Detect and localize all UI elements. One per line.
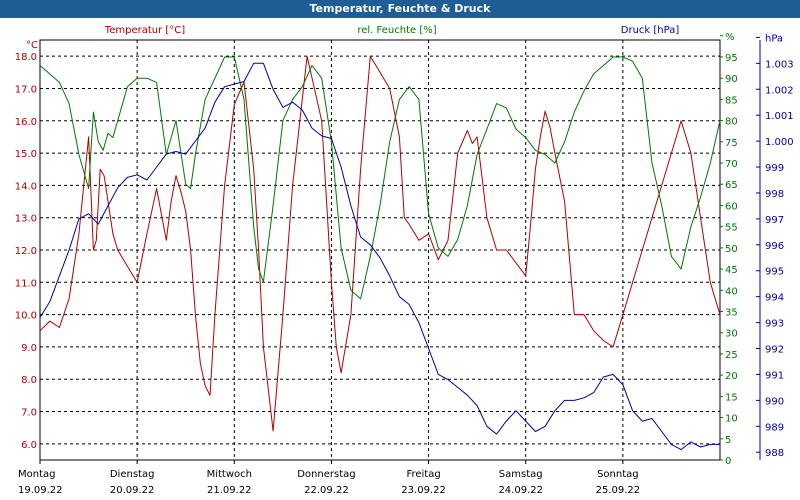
humidity-tick-label-20: % [725, 32, 735, 43]
humidity-tick-label-0: 0 [725, 456, 731, 467]
pressure-tick-label-11: 999 [765, 163, 784, 174]
humidity-tick-label-13: 65 [725, 180, 738, 191]
pressure-tick-label-8: 996 [765, 241, 784, 252]
chart-title: Temperatur, Feuchte & Druck [309, 2, 491, 15]
legend-humidity: rel. Feuchte [%] [357, 25, 436, 36]
x-label-date-5: 24.09.22 [498, 485, 543, 496]
pressure-tick-label-1: 989 [765, 422, 784, 433]
x-label-weekday-5: Samstag [499, 469, 543, 480]
left-tick-label-1: 7.0 [21, 408, 37, 419]
humidity-tick-label-7: 35 [725, 308, 738, 319]
x-label-date-0: 19.09.22 [18, 485, 63, 496]
left-axis-ticks: 6.0 7.0 8.0 9.0 10.0 11.0 12.0 13.0 14.0 15.0 16.0… [15, 52, 37, 451]
left-tick-label-8: 14.0 [15, 181, 37, 192]
pressure-tick-label-3: 991 [765, 370, 784, 381]
x-label-date-3: 22.09.22 [304, 485, 349, 496]
x-label-weekday-0: Montag [18, 469, 55, 480]
left-tick-label-11: 17.0 [15, 84, 37, 95]
pressure-tick-label-4: 992 [765, 345, 784, 356]
left-tick-label-10: 16.0 [15, 117, 37, 128]
humidity-tick-label-6: 30 [725, 329, 738, 340]
humidity-axis-ticks: 0 5 10 15 20 25 30 35 40 45 50 55 60 65 70 75 80 85 90 95% [720, 32, 738, 467]
humidity-tick-label-1: 5 [725, 435, 731, 446]
left-tick-label-6: 12.0 [15, 246, 37, 257]
left-tick-label-5: 11.0 [15, 278, 37, 289]
pressure-tick-label-7: 995 [765, 267, 784, 278]
humidity-tick-label-10: 50 [725, 244, 738, 255]
series-line-pressure [39, 62, 720, 451]
plot-border [39, 39, 721, 461]
humidity-tick-label-18: 90 [725, 74, 738, 85]
humidity-tick-label-19: 95 [725, 53, 738, 64]
plot-frame [39, 39, 761, 461]
left-tick-label-4: 10.0 [15, 311, 37, 322]
pressure-tick-label-13: 1.001 [765, 111, 794, 122]
pressure-tick-label-6: 994 [765, 293, 784, 304]
pressure-tick-label-2: 990 [765, 396, 784, 407]
x-label-date-4: 23.09.22 [401, 485, 446, 496]
pressure-tick-label-0: 988 [765, 448, 784, 459]
left-axis-unit: °C [26, 40, 38, 51]
pressure-tick-label-12: 1.000 [765, 137, 794, 148]
x-label-weekday-3: Donnerstag [297, 469, 355, 480]
data-series [39, 55, 721, 451]
series-line-humidity [39, 56, 721, 300]
left-tick-label-2: 8.0 [21, 375, 37, 386]
x-label-date-1: 20.09.22 [110, 485, 155, 496]
x-label-weekday-1: Dienstag [110, 469, 155, 480]
legend-temperature: Temperatur [°C] [104, 25, 185, 36]
pressure-tick-label-14: 1.002 [765, 85, 794, 96]
pressure-axis-ticks: 988 989 990 991 992 993 994 995 996 997 998 999 1.00… [756, 33, 794, 459]
pressure-tick-label-16: hPa [765, 33, 783, 44]
x-axis-day-labels: Montag 19.09.22 Dienstag 20.09.22 Mittwoch 21… [18, 460, 640, 496]
pressure-tick-label-15: 1.003 [765, 59, 794, 70]
left-tick-label-12: 18.0 [15, 52, 37, 63]
left-tick-label-9: 15.0 [15, 149, 37, 160]
left-tick-label-0: 6.0 [21, 440, 37, 451]
humidity-tick-label-2: 10 [725, 414, 738, 425]
humidity-tick-label-11: 55 [725, 223, 738, 234]
pressure-tick-label-10: 998 [765, 189, 784, 200]
humidity-tick-label-14: 70 [725, 159, 738, 170]
grid-lines [40, 40, 720, 460]
x-label-weekday-6: Sonntag [597, 469, 639, 480]
x-label-date-2: 21.09.22 [207, 485, 252, 496]
left-tick-label-3: 9.0 [21, 343, 37, 354]
humidity-tick-label-3: 15 [725, 392, 738, 403]
x-label-date-6: 25.09.22 [596, 485, 641, 496]
pressure-tick-label-5: 993 [765, 319, 784, 330]
humidity-tick-label-4: 20 [725, 371, 738, 382]
x-label-weekday-4: Freitag [406, 469, 440, 480]
humidity-tick-label-15: 75 [725, 138, 738, 149]
humidity-tick-label-12: 60 [725, 201, 738, 212]
pressure-tick-label-9: 997 [765, 215, 784, 226]
chart-title-bar: Temperatur, Feuchte & Druck [0, 0, 800, 18]
humidity-tick-label-17: 85 [725, 95, 738, 106]
series-line-temperature [39, 55, 721, 432]
humidity-tick-label-16: 80 [725, 117, 738, 128]
left-tick-label-7: 13.0 [15, 214, 37, 225]
humidity-tick-label-5: 25 [725, 350, 738, 361]
legend-pressure: Druck [hPa] [621, 25, 680, 36]
x-label-weekday-2: Mittwoch [207, 469, 252, 480]
humidity-tick-label-8: 40 [725, 286, 738, 297]
humidity-tick-label-9: 45 [725, 265, 738, 276]
